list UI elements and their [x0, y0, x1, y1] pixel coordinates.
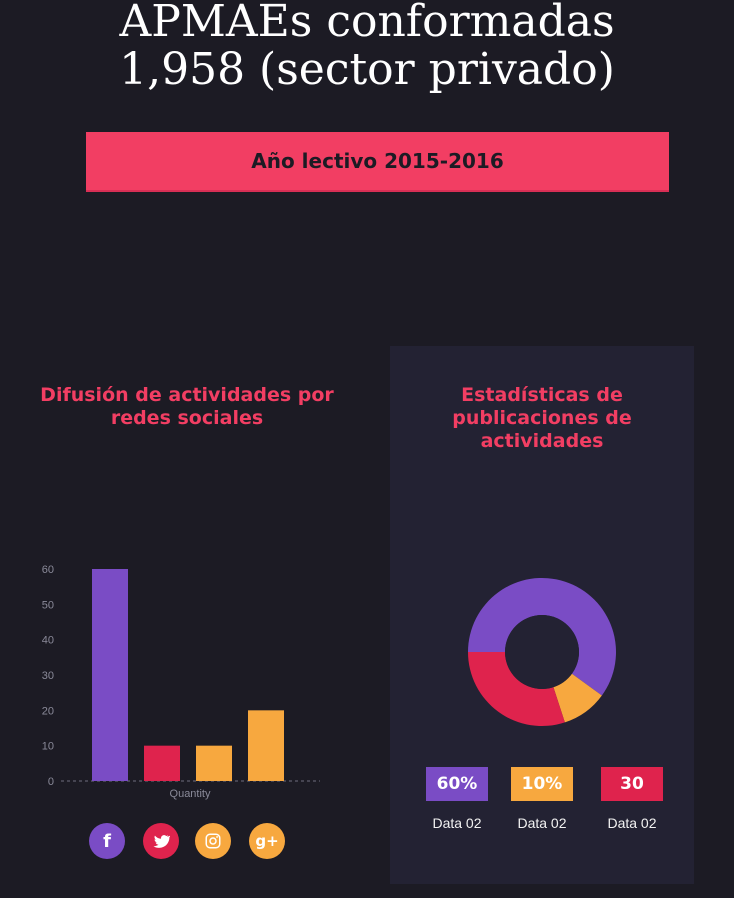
facebook-icon-glyph: f — [103, 830, 111, 852]
instagram-icon[interactable] — [195, 823, 231, 859]
y-tick-label: 40 — [42, 635, 54, 647]
donut-slice — [468, 652, 565, 726]
page-title-line-1: APMAEs conformadas — [119, 0, 615, 47]
donut-slice — [553, 673, 602, 723]
legend-label-1: Data 02 — [432, 815, 482, 831]
y-tick-label: 50 — [42, 599, 54, 611]
donut-slice — [468, 578, 616, 696]
bar-chart: 0 10 20 30 40 50 60 Quantity — [42, 564, 320, 800]
year-banner-label: Año lectivo 2015-2016 — [251, 149, 504, 173]
donut-chart — [468, 578, 616, 726]
y-tick-label: 60 — [42, 564, 54, 576]
google-plus-icon[interactable]: g+ — [249, 823, 285, 859]
legend-value-1: 60% — [426, 767, 488, 801]
twitter-icon[interactable] — [143, 823, 179, 859]
left-panel-title: Difusión de actividades por redes social… — [40, 384, 334, 429]
google-plus-icon-glyph: g+ — [255, 832, 279, 850]
bar — [248, 710, 284, 781]
pie-legend: 60% Data 02 10% Data 02 30 Data 02 — [425, 767, 665, 837]
bar — [144, 745, 180, 781]
page-title-line-2: 1,958 (sector privado) — [119, 44, 615, 95]
bar — [196, 745, 232, 781]
bar — [92, 569, 128, 781]
y-tick-label: 20 — [42, 705, 54, 717]
y-tick-label: 30 — [42, 670, 54, 682]
y-tick-label: 0 — [48, 776, 54, 788]
social-icons: f g+ — [89, 823, 287, 861]
right-card: Estadísticas de publicaciones de activid… — [390, 346, 694, 884]
year-banner: Año lectivo 2015-2016 — [86, 132, 669, 192]
legend-label-2: Data 02 — [517, 815, 567, 831]
legend-value-2: 10% — [511, 767, 573, 801]
legend-label-3: Data 02 — [607, 815, 657, 831]
facebook-icon[interactable]: f — [89, 823, 125, 859]
y-tick-label: 10 — [42, 741, 54, 753]
donut-hole — [505, 615, 579, 689]
x-axis-label: Quantity — [170, 788, 211, 800]
legend-value-3: 30 — [601, 767, 663, 801]
right-panel-title: Estadísticas de publicaciones de activid… — [452, 384, 632, 452]
